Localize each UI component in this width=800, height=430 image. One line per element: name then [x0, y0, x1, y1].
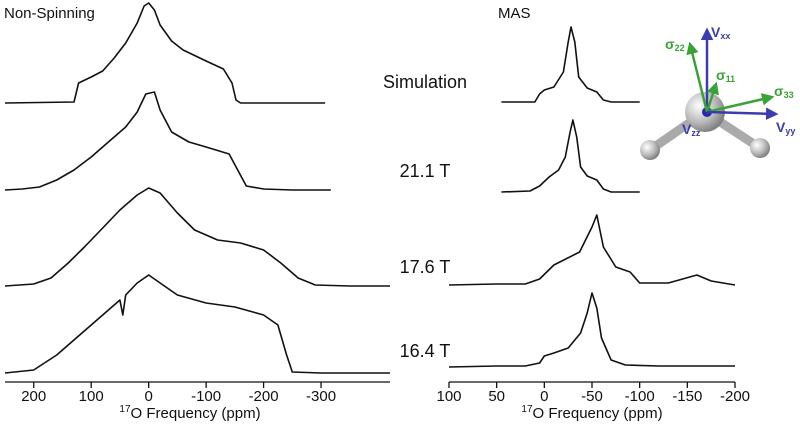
tensor-symbol: V — [711, 24, 721, 40]
tensor-label: Vxx — [711, 24, 730, 42]
tensor-subscript: yy — [785, 126, 795, 136]
x-tick-label: -100 — [625, 388, 655, 405]
tensor-symbol: σ — [774, 83, 784, 99]
tensor-symbol: V — [682, 121, 692, 137]
tensor-subscript: 22 — [675, 43, 685, 53]
panel-title: Non-Spinning — [4, 5, 95, 22]
series-label: 21.1 T — [400, 161, 451, 181]
spectrum — [4, 274, 390, 374]
spectrum — [4, 187, 390, 287]
tensor-label: Vzz — [682, 121, 701, 139]
molecule — [640, 27, 779, 160]
tensor-symbol: V — [776, 119, 786, 135]
tensor-subscript: zz — [691, 128, 701, 138]
x-tick-label: -100 — [191, 388, 221, 405]
spectrum — [501, 119, 640, 193]
tensor-subscript: 11 — [726, 74, 736, 84]
tensor-label: Vyy — [776, 119, 795, 137]
panel-title: MAS — [498, 5, 531, 22]
x-tick-label: 0 — [540, 388, 548, 405]
x-tick-label: 0 — [144, 388, 152, 405]
x-tick-label: 100 — [79, 388, 104, 405]
spectrum — [4, 2, 326, 104]
spectrum — [501, 26, 640, 103]
x-axis-label-sup: 17 — [521, 404, 533, 415]
tensor-symbol: σ — [665, 36, 675, 52]
x-axis-label: 17O Frequency (ppm) — [119, 404, 260, 422]
x-tick-label: -150 — [672, 388, 702, 405]
tensor-symbol: σ — [716, 67, 726, 83]
x-tick-label: 100 — [436, 388, 461, 405]
series-label: Simulation — [383, 72, 467, 92]
x-tick-label: -200 — [720, 388, 750, 405]
x-axis-label-text: O Frequency (ppm) — [533, 405, 663, 422]
x-tick-label: -200 — [249, 388, 279, 405]
series-label: 16.4 T — [400, 341, 451, 361]
tensor-label: σ11 — [716, 67, 735, 85]
x-tick-label: 200 — [21, 388, 46, 405]
spectrum — [4, 91, 331, 191]
tensor-subscript: 33 — [784, 90, 794, 100]
x-tick-label: -50 — [581, 388, 603, 405]
x-tick-label: -300 — [306, 388, 336, 405]
spectrum — [448, 214, 736, 286]
tensor-subscript: xx — [720, 31, 730, 41]
spectrum — [448, 292, 735, 368]
tensor-label: σ22 — [665, 36, 685, 54]
x-axis-label-text: O Frequency (ppm) — [131, 405, 261, 422]
tensor-label: σ33 — [774, 83, 794, 101]
series-label: 17.6 T — [400, 257, 451, 277]
x-tick-label: 50 — [488, 388, 505, 405]
x-axis-label-sup: 17 — [119, 404, 131, 415]
x-axis-label: 17O Frequency (ppm) — [521, 404, 662, 422]
